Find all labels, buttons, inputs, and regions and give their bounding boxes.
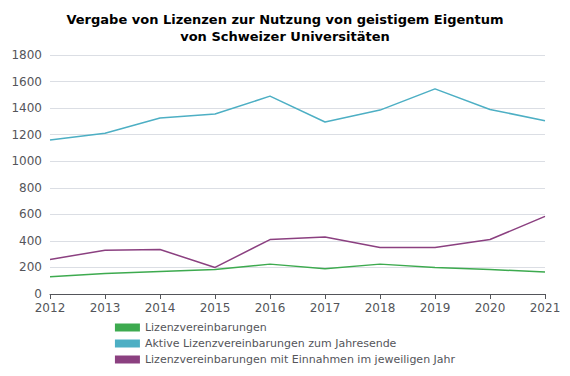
svg-text:Lizenzvereinbarungen mit Einna: Lizenzvereinbarungen mit Einnahmen im je… <box>145 353 456 366</box>
svg-text:2021: 2021 <box>530 301 561 315</box>
svg-text:2020: 2020 <box>475 301 506 315</box>
svg-text:2014: 2014 <box>145 301 176 315</box>
svg-text:1800: 1800 <box>11 48 42 62</box>
svg-text:2019: 2019 <box>420 301 451 315</box>
svg-text:2013: 2013 <box>90 301 121 315</box>
svg-text:200: 200 <box>19 260 42 274</box>
svg-text:2017: 2017 <box>310 301 341 315</box>
svg-text:1600: 1600 <box>11 75 42 89</box>
svg-text:1000: 1000 <box>11 154 42 168</box>
svg-text:Aktive Lizenzvereinbarungen zu: Aktive Lizenzvereinbarungen zum Jahresen… <box>145 337 397 350</box>
svg-text:800: 800 <box>19 181 42 195</box>
svg-text:Lizenzvereinbarungen: Lizenzvereinbarungen <box>145 321 267 334</box>
svg-text:2015: 2015 <box>200 301 231 315</box>
svg-text:2012: 2012 <box>35 301 66 315</box>
svg-text:2018: 2018 <box>365 301 396 315</box>
svg-text:2016: 2016 <box>255 301 286 315</box>
svg-text:1400: 1400 <box>11 101 42 115</box>
svg-text:von Schweizer Universitäten: von Schweizer Universitäten <box>180 29 390 44</box>
svg-text:400: 400 <box>19 234 42 248</box>
svg-text:Vergabe von Lizenzen zur Nutzu: Vergabe von Lizenzen zur Nutzung von gei… <box>66 12 503 27</box>
svg-text:0: 0 <box>34 287 42 301</box>
svg-text:1200: 1200 <box>11 128 42 142</box>
svg-text:600: 600 <box>19 207 42 221</box>
